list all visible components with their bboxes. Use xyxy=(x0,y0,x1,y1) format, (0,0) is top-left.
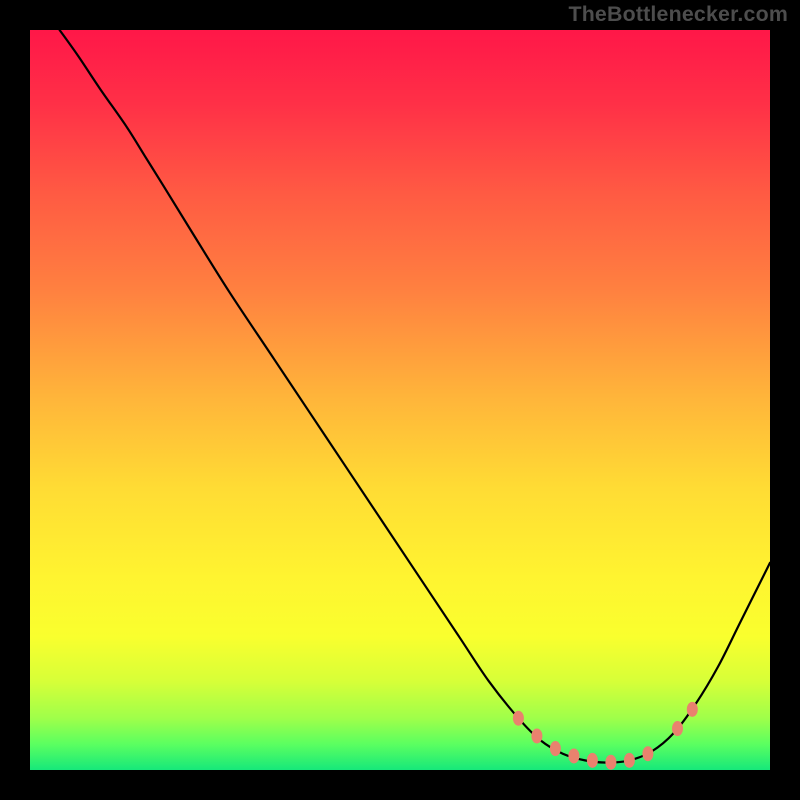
highlight-marker xyxy=(642,746,653,761)
highlight-marker xyxy=(587,753,598,768)
highlight-marker xyxy=(568,748,579,763)
highlight-marker xyxy=(624,753,635,768)
highlight-marker xyxy=(605,755,616,770)
chart-stage: TheBottlenecker.com xyxy=(0,0,800,800)
watermark-text: TheBottlenecker.com xyxy=(568,2,788,27)
highlight-marker xyxy=(687,702,698,717)
highlight-marker xyxy=(513,711,524,726)
chart-svg xyxy=(0,0,800,800)
highlight-marker xyxy=(672,721,683,736)
highlight-marker xyxy=(550,741,561,756)
highlight-marker xyxy=(531,728,542,743)
plot-background xyxy=(30,30,770,770)
